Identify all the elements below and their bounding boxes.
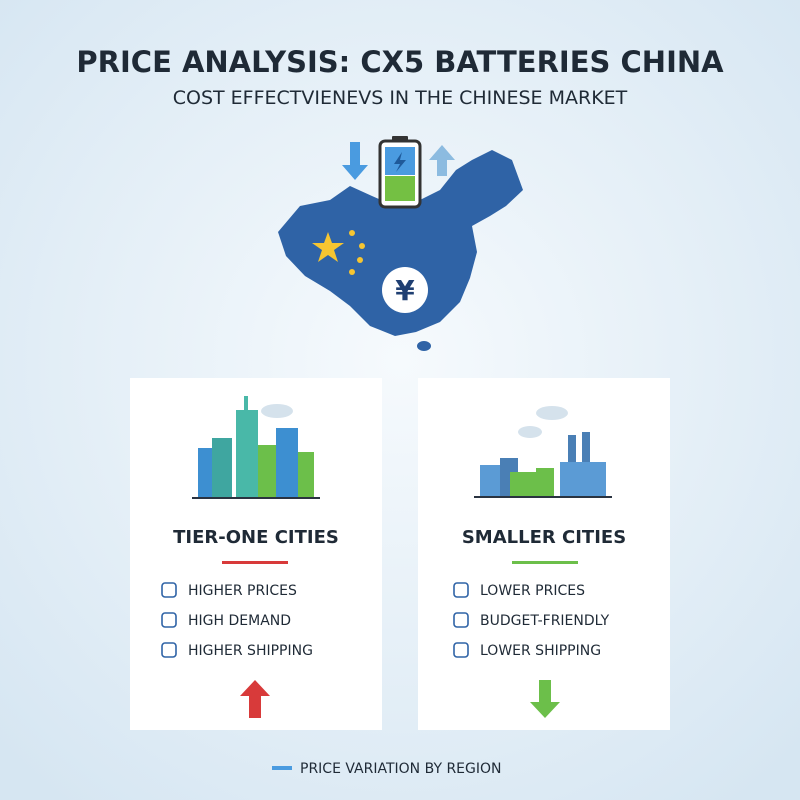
- chimney: [582, 432, 590, 465]
- chimney: [568, 435, 576, 465]
- yen-badge: [382, 267, 428, 313]
- legend-swatch: [272, 766, 292, 770]
- building: [298, 452, 314, 498]
- antenna: [244, 396, 248, 410]
- arrow-down: [530, 680, 560, 718]
- ground: [192, 497, 320, 499]
- arrow-up: [240, 680, 270, 718]
- china-map: ¥: [278, 150, 523, 351]
- divider: [512, 561, 578, 564]
- cloud: [518, 426, 542, 438]
- star: [312, 232, 344, 262]
- building: [276, 428, 298, 498]
- legend-text: PRICE VARIATION BY REGION: [300, 761, 501, 777]
- subtitle: COST EFFECTVIENEVS IN THE CHINESE MARKET: [173, 87, 628, 109]
- ground: [474, 496, 612, 498]
- town-skyline: [474, 406, 612, 498]
- item-icon: [161, 642, 177, 658]
- arrow-up: [429, 145, 455, 176]
- item-icon: [453, 612, 469, 628]
- item-list: HIGHER PRICES HIGH DEMAND HIGHER SHIPPING L…: [161, 582, 610, 659]
- divider: [222, 561, 288, 564]
- item-icon: [161, 612, 177, 628]
- building: [198, 448, 212, 498]
- item-text: HIGHER PRICES: [188, 583, 297, 599]
- card: [418, 378, 670, 730]
- arrow-down: [342, 142, 368, 180]
- battery-bottom: [385, 176, 415, 201]
- bolt: [394, 152, 406, 172]
- card-title: TIER-ONE CITIES: [173, 527, 339, 548]
- item-text: LOWER PRICES: [480, 583, 585, 599]
- island: [417, 341, 431, 351]
- building: [258, 445, 276, 498]
- map-shape: [278, 150, 523, 336]
- item-text: LOWER SHIPPING: [480, 643, 601, 659]
- item-icon: [453, 642, 469, 658]
- item-text: BUDGET-FRIENDLY: [480, 613, 610, 629]
- star: [359, 243, 365, 249]
- house: [480, 465, 502, 497]
- currency-symbol: ¥: [395, 274, 415, 307]
- cloud: [261, 404, 293, 418]
- city-skyline: [192, 396, 320, 499]
- house: [536, 468, 554, 497]
- battery-icon: [342, 136, 455, 209]
- title: PRICE ANALYSIS: CX5 BATTERIES CHINA: [76, 45, 724, 79]
- item-icon: [453, 582, 469, 598]
- item-text: HIGH DEMAND: [188, 613, 291, 629]
- item-icon: [161, 582, 177, 598]
- star: [349, 230, 355, 236]
- star: [349, 269, 355, 275]
- item-text: HIGHER SHIPPING: [188, 643, 313, 659]
- card-title: SMALLER CITIES: [462, 527, 626, 548]
- factory: [560, 462, 606, 497]
- building: [236, 410, 258, 498]
- house: [510, 472, 538, 497]
- cloud: [536, 406, 568, 420]
- star: [357, 257, 363, 263]
- building: [212, 438, 232, 498]
